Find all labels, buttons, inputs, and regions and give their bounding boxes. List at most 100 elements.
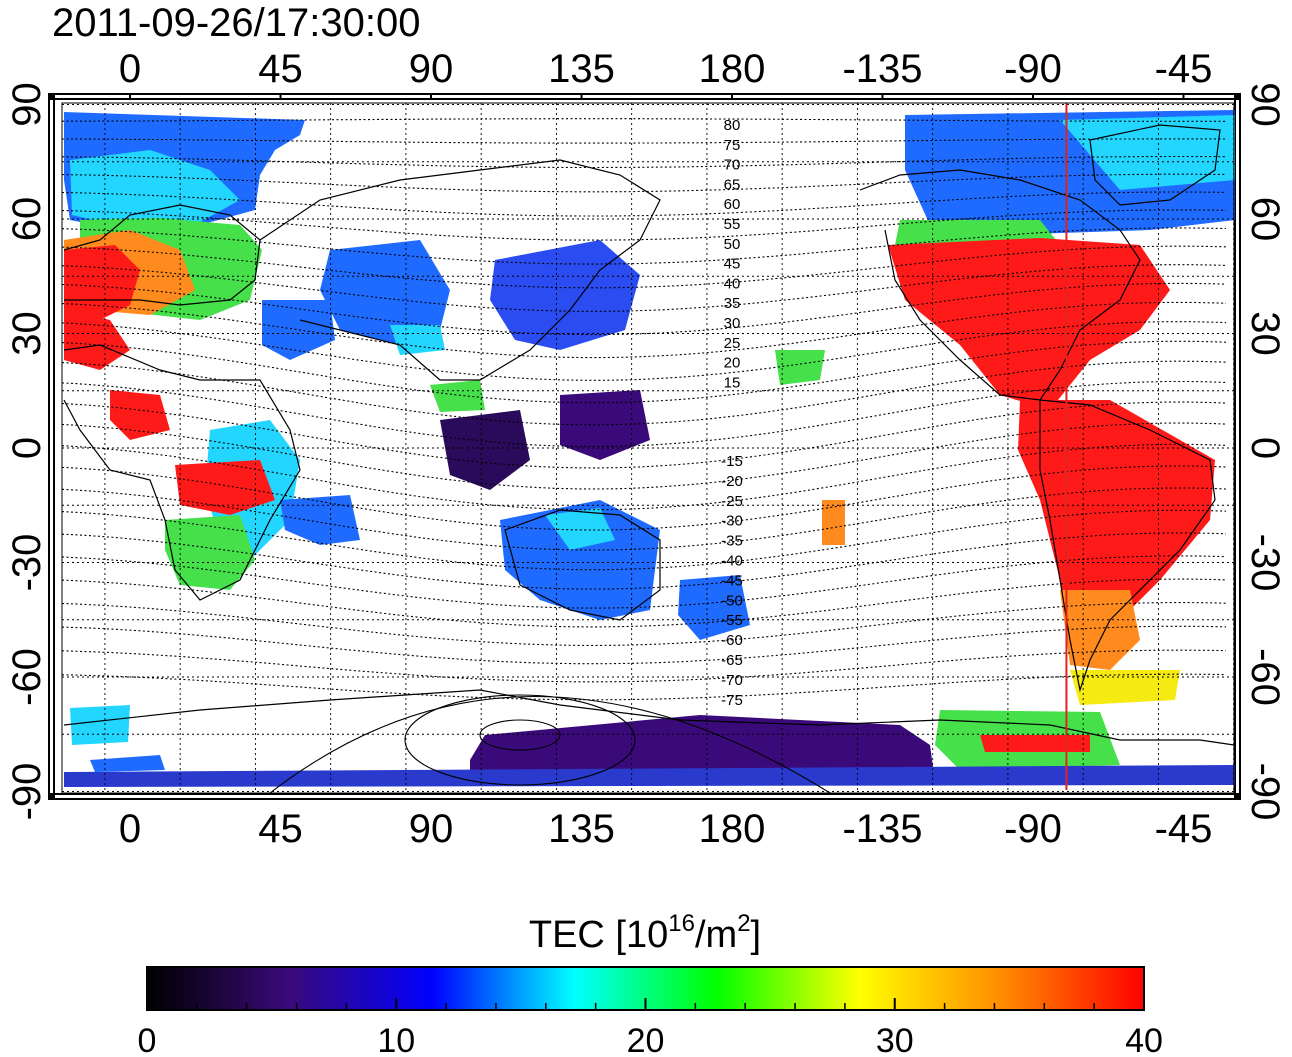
bottom-axis-bar-inner <box>48 795 1241 798</box>
right-lat-tick-label: -30 <box>1243 534 1287 592</box>
magnetic-contour <box>61 264 1227 312</box>
bottom-lon-tick-label: 45 <box>258 807 303 851</box>
magnetic-contour <box>61 360 1227 426</box>
bottom-lon-tick-label: 90 <box>409 807 454 851</box>
coast-greenland <box>1089 124 1221 206</box>
tec-region-arctic-atlantic-cyan <box>70 150 240 226</box>
map-plot-area: 80 75 70 65 60 55 50 45 40 35 30 25 20 15 -15 -20 -25 -3… <box>61 102 1235 794</box>
magnetic-contour <box>61 155 1227 169</box>
contour-label-south: -50 <box>721 592 743 609</box>
map-frame <box>61 102 1235 794</box>
contour-label-north: 45 <box>724 256 741 273</box>
tec-region-australia-cyan <box>545 508 615 550</box>
tec-region-antarctic-blue-west <box>90 755 165 772</box>
coast-asia <box>259 159 661 381</box>
right-lat-tick-label: 0 <box>1243 437 1287 459</box>
contour-label-north: 30 <box>724 315 741 332</box>
magnetic-contour <box>61 602 1227 646</box>
coast-europe <box>63 204 261 306</box>
magnetic-contour <box>61 649 1227 683</box>
magnetic-contour <box>61 465 1227 531</box>
tec-region-pacific-green <box>775 350 825 385</box>
contour-label-south: -25 <box>721 493 743 510</box>
contour-label-south: -20 <box>721 473 743 490</box>
tec-region-north-america-red <box>888 238 1170 410</box>
right-latitude-axis: 90 60 30 0 -30 -60 -90 <box>1234 82 1287 820</box>
magnetic-contour <box>61 532 1227 590</box>
magnetic-latitude-contours <box>61 118 1227 701</box>
top-lon-tick-label: -135 <box>842 47 922 91</box>
tec-region-central-asia <box>320 240 450 345</box>
right-lat-tick-label: 30 <box>1243 311 1287 356</box>
top-lon-tick-label: -90 <box>1004 47 1062 91</box>
left-lat-tick-label: 0 <box>5 437 49 459</box>
contour-ring-inner <box>479 719 561 751</box>
magnetic-contour <box>61 673 1227 701</box>
bottom-lon-tick-label: 135 <box>548 807 615 851</box>
tec-region-antarctica <box>470 715 935 782</box>
contour-ring-mid <box>404 694 636 786</box>
tec-region-middle-east <box>262 300 335 360</box>
top-lon-tick-label: -45 <box>1155 47 1213 91</box>
left-axis-bar-inner <box>50 100 53 793</box>
magnetic-contour <box>61 209 1227 241</box>
magnetic-contour <box>61 578 1227 628</box>
left-lat-tick-label: 30 <box>5 311 49 356</box>
magnetic-contour <box>61 625 1227 665</box>
coast-africa <box>63 344 301 601</box>
right-lat-tick-label: -60 <box>1243 648 1287 706</box>
contour-label-south: -55 <box>721 612 743 629</box>
bottom-lon-tick-label: -45 <box>1155 807 1213 851</box>
left-lat-tick-label: 90 <box>5 82 49 127</box>
top-lon-tick-label: 135 <box>548 47 615 91</box>
coast-north-america <box>859 169 1141 401</box>
south-pole-contours <box>269 694 831 794</box>
colorbar-tick-label: 20 <box>627 1022 665 1057</box>
bottom-lon-tick-label: -135 <box>842 807 922 851</box>
contour-label-north: 55 <box>724 216 741 233</box>
tec-region-weddell-red <box>980 735 1090 752</box>
top-lon-tick-label: 180 <box>699 47 766 91</box>
bottom-lon-tick-label: 180 <box>699 807 766 851</box>
tec-region-west-australia <box>500 500 660 620</box>
top-lon-tick-label: 0 <box>119 47 141 91</box>
top-lon-tick-label: 45 <box>258 47 303 91</box>
coast-antarctica <box>63 689 1235 746</box>
colorbar-title: TEC [1016/m2] <box>529 910 761 956</box>
top-lon-tick-label: 90 <box>409 47 454 91</box>
bottom-lon-tick-label: -90 <box>1004 807 1062 851</box>
right-lat-tick-label: -90 <box>1243 763 1287 821</box>
tec-region-indochina-green <box>430 380 485 412</box>
colorbar-tick-label: 30 <box>876 1022 914 1057</box>
bottom-longitude-axis: 0 45 90 135 180 -135 -90 -45 <box>48 793 1241 851</box>
magnetic-contour <box>61 301 1227 359</box>
contour-label-north: 80 <box>724 117 741 134</box>
tec-region-nafrica-red <box>64 310 130 370</box>
magnetic-contour <box>62 118 1226 122</box>
contour-label-north: 40 <box>724 275 741 292</box>
magnetic-contour <box>61 380 1227 448</box>
tec-region-indian-ocean <box>280 495 360 545</box>
contour-label-south: -45 <box>721 572 743 589</box>
tec-region-central-africa-red <box>175 460 275 515</box>
magnetic-contour <box>61 422 1227 490</box>
timestamp-title: 2011-09-26/17:30:00 <box>52 1 420 45</box>
magnetic-contour <box>61 282 1227 336</box>
contour-label-north: 15 <box>724 374 741 391</box>
contour-label-north: 60 <box>724 196 741 213</box>
magnetic-contour <box>61 227 1227 265</box>
tec-region-greenland-cyan <box>1060 115 1235 190</box>
bottom-lon-tick-label: 0 <box>119 807 141 851</box>
contour-label-south: -70 <box>721 672 743 689</box>
graticule-grid <box>62 103 1235 793</box>
contour-label-north: 25 <box>724 335 741 352</box>
left-lat-tick-label: 60 <box>5 197 49 242</box>
contour-labels-north: 80 75 70 65 60 55 50 45 40 35 30 25 20 15 <box>724 117 741 391</box>
magnetic-contour <box>61 555 1227 609</box>
magnetic-contour <box>61 509 1227 571</box>
right-lat-tick-label: 60 <box>1243 197 1287 242</box>
tec-region-iberia-red <box>64 245 140 325</box>
tec-data-layer <box>64 110 1235 787</box>
contour-label-south: -60 <box>721 632 743 649</box>
